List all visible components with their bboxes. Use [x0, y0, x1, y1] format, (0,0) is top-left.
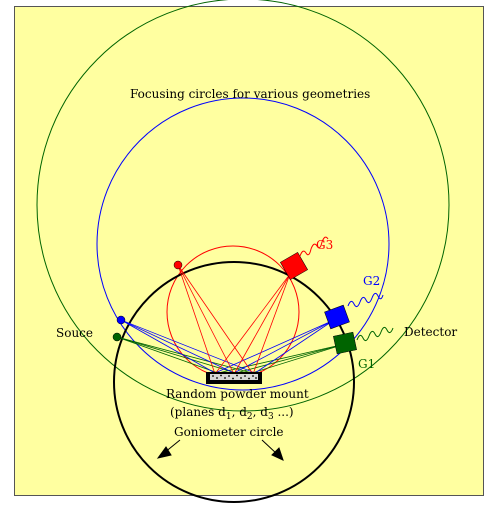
- goniometer-label: Goniometer circle: [174, 425, 284, 439]
- source-point-g1: [112, 332, 122, 342]
- powder-mount: [206, 372, 262, 384]
- goniometer-circle: [113, 261, 355, 503]
- rays-g3: [177, 264, 291, 375]
- mount-label-line2: (planes d1, d2, d3 ...): [170, 405, 294, 422]
- source-point-g3: [173, 260, 183, 270]
- g2-label: G2: [363, 274, 380, 288]
- diagram-title: Focusing circles for various geometries: [130, 87, 370, 101]
- detector-g3: [279, 236, 329, 281]
- goniometer-arrows: [156, 439, 284, 461]
- source-label: Souce: [56, 326, 93, 340]
- g1-label: G1: [358, 357, 375, 371]
- mount-label-line1: Random powder mount: [166, 387, 309, 401]
- focusing-circle-g2: [96, 97, 390, 391]
- detector-g2: [324, 292, 384, 330]
- g3-label: G3: [316, 238, 333, 252]
- rays-g1: [116, 336, 346, 374]
- rays-g2: [120, 319, 335, 374]
- source-point-g2: [116, 315, 126, 325]
- detector-g1: [333, 326, 394, 355]
- detector-label: Detector: [404, 325, 457, 339]
- focusing-circle-g1: [36, 0, 450, 412]
- diagram-frame: [14, 6, 484, 496]
